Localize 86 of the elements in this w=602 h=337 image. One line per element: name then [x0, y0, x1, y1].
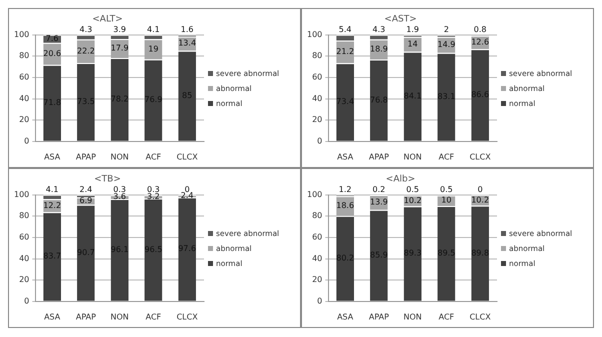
- data-label: 0: [478, 184, 483, 194]
- y-tick-label: 100: [306, 30, 322, 39]
- data-label: 10.2: [471, 195, 490, 204]
- data-label: 4.3: [372, 24, 386, 34]
- data-label: 13.9: [370, 198, 388, 206]
- x-tick-label: ACF: [146, 312, 162, 322]
- data-label: 0.5: [440, 184, 453, 194]
- data-label: 14.9: [437, 40, 456, 49]
- data-label: 18.6: [336, 201, 354, 210]
- data-label: 0.3: [147, 184, 160, 194]
- data-label: 1.2: [338, 184, 352, 194]
- x-tick-label: CLCX: [176, 152, 198, 162]
- data-label: 18.9: [370, 44, 388, 54]
- chart-title: <ALT>: [92, 14, 123, 25]
- y-tick-label: 0: [24, 296, 30, 306]
- x-tick-label: CLCX: [176, 312, 198, 322]
- y-tick-label: 0: [24, 136, 30, 146]
- y-tick-label: 100: [14, 30, 30, 39]
- y-tick-label: 60: [19, 72, 30, 82]
- data-label: 12.2: [43, 200, 62, 210]
- x-tick-label: ASA: [44, 152, 61, 162]
- data-label: 0.2: [372, 184, 386, 194]
- data-label: 0.3: [113, 184, 126, 194]
- y-tick-label: 60: [312, 232, 322, 242]
- chart-title: <AST>: [384, 14, 417, 25]
- y-tick-label: 80: [312, 51, 322, 60]
- x-tick-label: NON: [404, 152, 422, 162]
- y-tick-label: 60: [19, 232, 30, 242]
- data-label: 13.4: [178, 38, 196, 48]
- data-label: 0.5: [406, 184, 419, 194]
- x-tick-label: APAP: [368, 312, 390, 322]
- data-label: 10.2: [404, 196, 422, 205]
- y-tick-label: 40: [19, 94, 30, 103]
- y-tick-label: 20: [19, 115, 30, 124]
- data-label: 17.9: [110, 44, 129, 53]
- y-tick-label: 40: [19, 254, 30, 263]
- x-tick-label: CLCX: [470, 312, 492, 322]
- data-label: 3.9: [113, 24, 126, 34]
- x-tick-label: ASA: [44, 312, 61, 322]
- y-tick-label: 0: [317, 136, 322, 146]
- data-label: 21.2: [336, 46, 354, 56]
- data-label: 2: [444, 24, 449, 34]
- data-label: 2.4: [80, 184, 92, 194]
- data-label: 20.6: [43, 48, 62, 58]
- x-tick-label: ACF: [438, 152, 455, 162]
- x-tick-label: APAP: [76, 152, 96, 162]
- chart-title: <TB>: [94, 174, 121, 185]
- x-tick-label: CLCX: [470, 152, 492, 162]
- data-label: 0: [184, 184, 190, 194]
- data-label: 10: [441, 196, 452, 205]
- data-label: 4.1: [46, 184, 59, 194]
- data-label: 4.3: [80, 24, 92, 34]
- y-tick-label: 20: [19, 275, 30, 284]
- data-label: 12.6: [471, 37, 490, 46]
- y-tick-label: 40: [312, 94, 322, 103]
- y-tick-label: 20: [312, 275, 322, 284]
- x-tick-label: APAP: [76, 312, 96, 322]
- y-tick-label: 20: [312, 115, 322, 124]
- x-tick-label: ACF: [146, 152, 162, 162]
- x-tick-label: NON: [404, 312, 422, 322]
- y-tick-label: 40: [312, 254, 322, 263]
- data-label: 5.4: [338, 24, 352, 34]
- data-label: 22.2: [76, 46, 95, 56]
- data-label: 4.1: [147, 24, 160, 34]
- x-tick-label: ASA: [337, 152, 354, 162]
- x-tick-label: ACF: [438, 312, 455, 322]
- data-label: 3.2: [147, 192, 160, 201]
- y-tick-label: 0: [317, 296, 322, 306]
- y-tick-label: 60: [312, 72, 322, 82]
- data-label: 14: [408, 39, 418, 48]
- data-label: 19: [148, 44, 158, 54]
- chart-title: <Alb>: [386, 174, 416, 185]
- data-label: 2.4: [180, 191, 194, 200]
- x-tick-label: APAP: [368, 152, 390, 162]
- x-tick-label: NON: [110, 312, 129, 322]
- data-label: 1.9: [406, 24, 419, 34]
- data-label: 1.6: [180, 24, 194, 34]
- y-tick-label: 100: [14, 190, 30, 199]
- y-tick-label: 100: [306, 190, 322, 199]
- data-label: 0.8: [474, 24, 486, 34]
- x-tick-label: NON: [110, 152, 129, 162]
- data-label: 6.9: [80, 196, 92, 206]
- x-tick-label: ASA: [337, 312, 354, 322]
- y-tick-label: 80: [19, 51, 30, 60]
- y-tick-label: 80: [19, 211, 30, 220]
- y-tick-label: 80: [312, 211, 322, 220]
